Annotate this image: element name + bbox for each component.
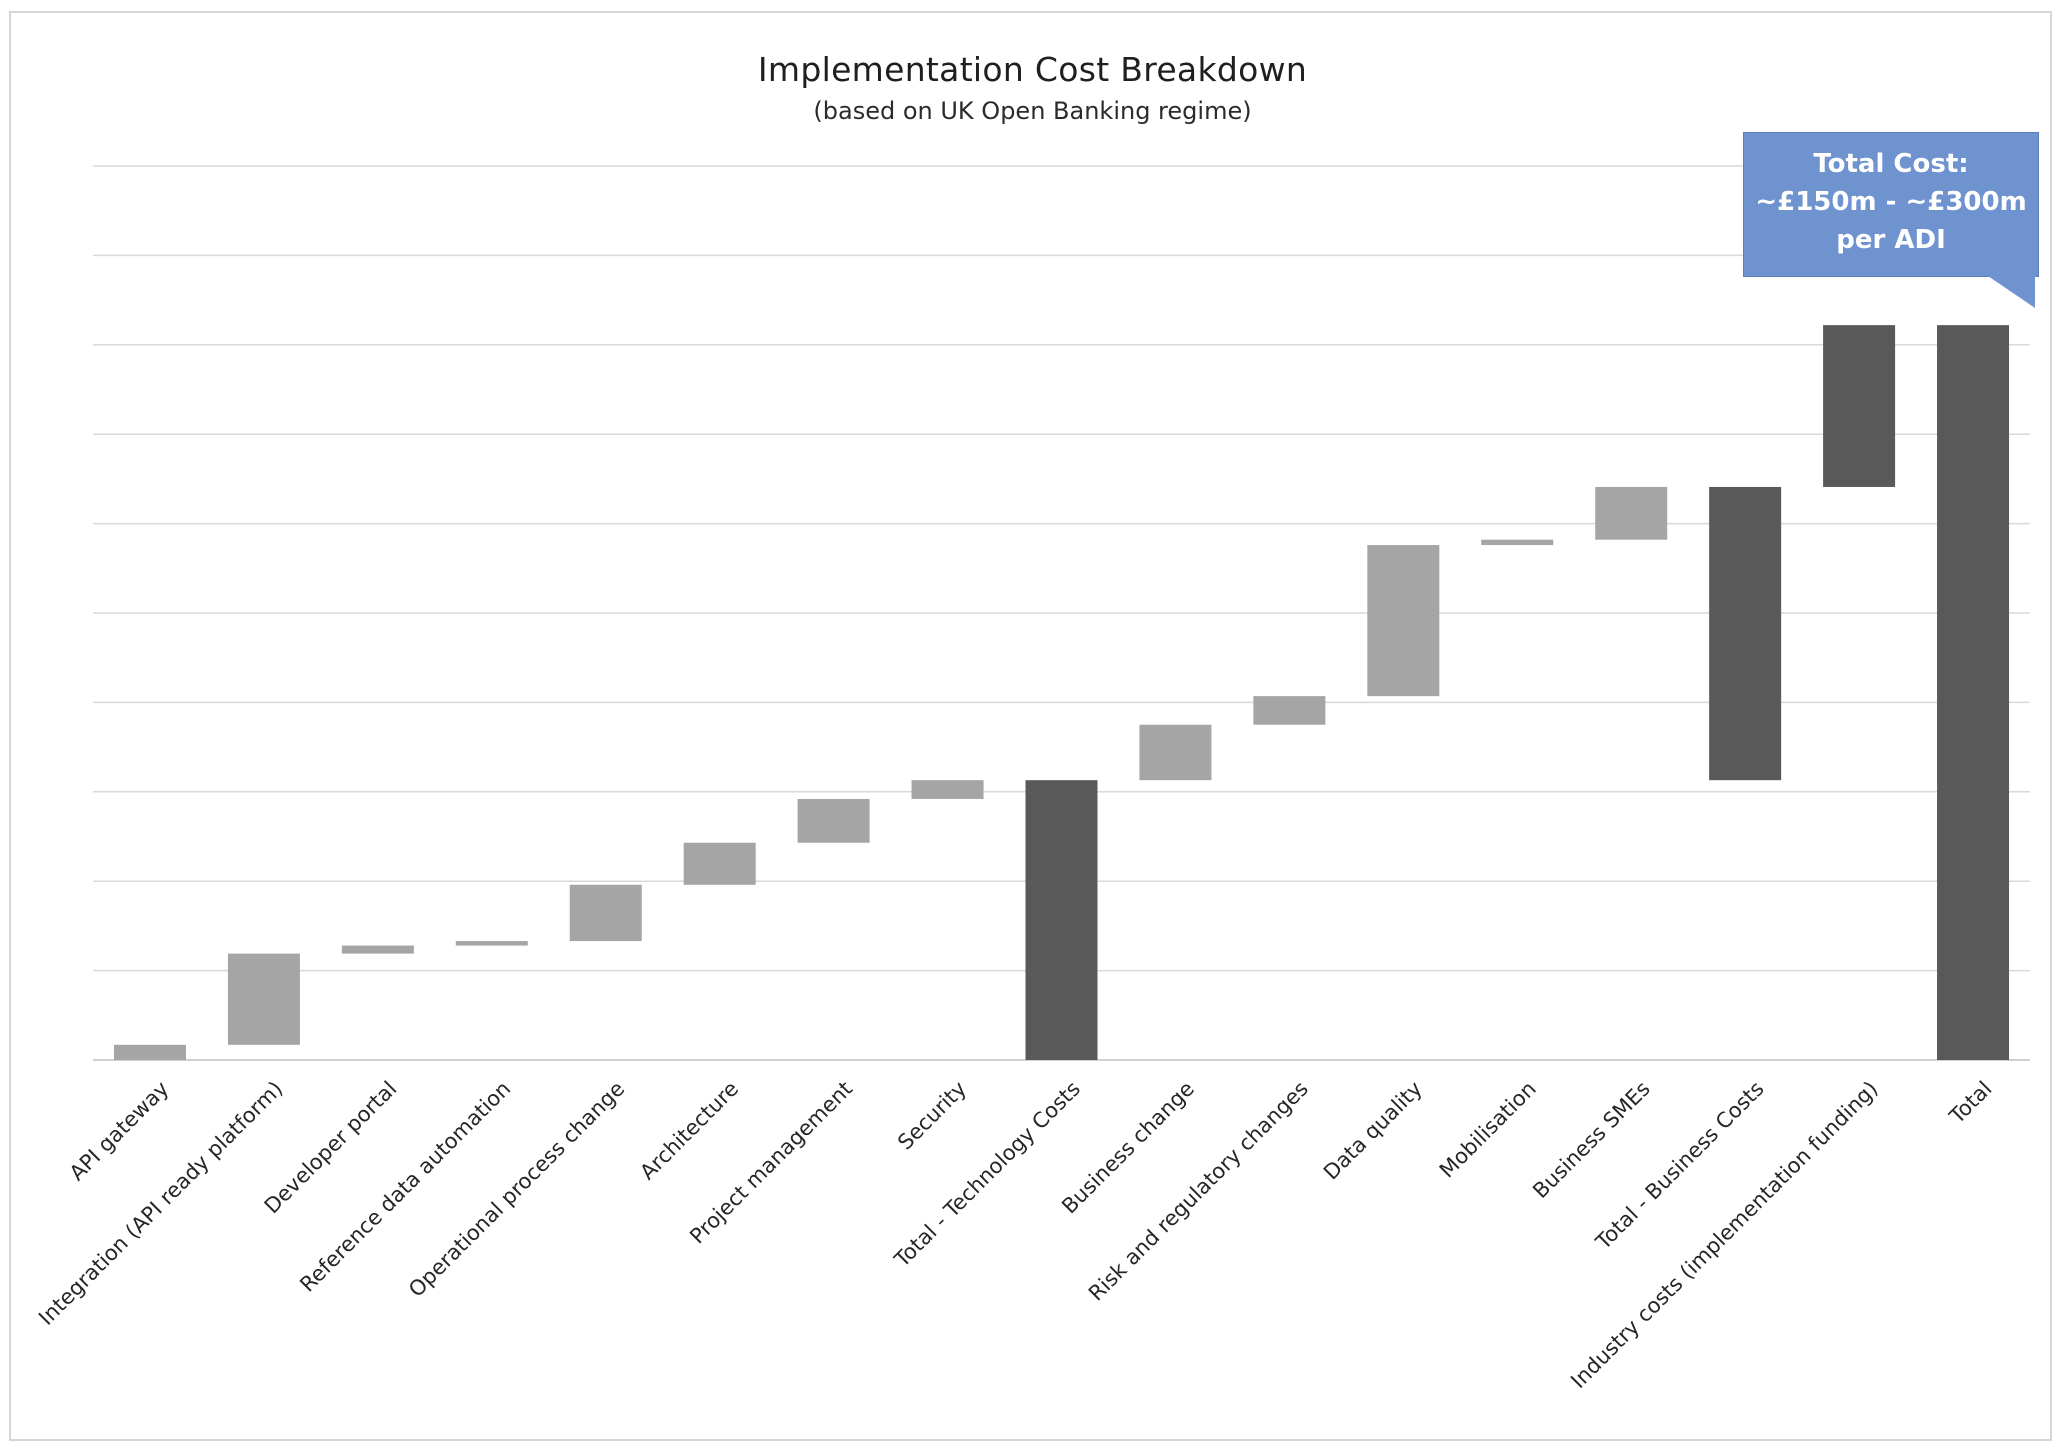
bar-architecture bbox=[683, 842, 756, 885]
bar-total bbox=[1937, 325, 2010, 1061]
bar-api-gateway bbox=[113, 1044, 186, 1060]
x-tick-label: API gateway bbox=[65, 1077, 174, 1186]
bar-data-quality bbox=[1367, 545, 1440, 697]
x-tick-label: Mobilisation bbox=[1435, 1077, 1541, 1183]
x-tick-label: Reference data automation bbox=[295, 1077, 515, 1297]
bar-developer-portal bbox=[341, 945, 414, 954]
bar-integration-api-ready-platform bbox=[227, 953, 300, 1045]
bar-mobilisation bbox=[1481, 539, 1554, 546]
callout-line-3: per ADI bbox=[1836, 225, 1946, 255]
bar-business-change bbox=[1139, 724, 1212, 781]
bar-total-business-costs bbox=[1709, 486, 1782, 781]
x-tick-label: Security bbox=[893, 1077, 971, 1155]
callout-line-1: Total Cost: bbox=[1813, 149, 1969, 179]
callout-pointer bbox=[1985, 274, 2035, 308]
total-cost-callout: Total Cost: ~£150m - ~£300m per ADI bbox=[1743, 132, 2039, 277]
bar-business-smes bbox=[1595, 486, 1668, 540]
chart-subtitle: (based on UK Open Banking regime) bbox=[813, 97, 1252, 125]
bar-total-technology-costs bbox=[1025, 780, 1098, 1060]
x-tick-label: Business SMEs bbox=[1528, 1077, 1655, 1204]
x-tick-label: Data quality bbox=[1319, 1077, 1427, 1185]
x-tick-label: Integration (API ready platform) bbox=[34, 1077, 287, 1330]
bar-operational-process-change bbox=[569, 884, 642, 942]
x-tick-label: Total - Technology Costs bbox=[889, 1077, 1085, 1273]
bar-industry-costs-implementation-funding bbox=[1823, 325, 1896, 487]
callout-line-2: ~£150m - ~£300m bbox=[1755, 187, 2027, 217]
chart-title: Implementation Cost Breakdown bbox=[757, 50, 1308, 89]
x-tick-label: Total bbox=[1944, 1077, 1996, 1129]
bar-reference-data-automation bbox=[455, 941, 528, 946]
x-tick-label: Risk and regulatory changes bbox=[1084, 1077, 1313, 1306]
x-tick-label: Operational process change bbox=[404, 1077, 629, 1302]
bar-risk-and-regulatory-changes bbox=[1253, 696, 1326, 725]
x-tick-label: Architecture bbox=[635, 1077, 743, 1185]
bar-project-management bbox=[797, 798, 870, 843]
bar-security bbox=[911, 780, 984, 799]
